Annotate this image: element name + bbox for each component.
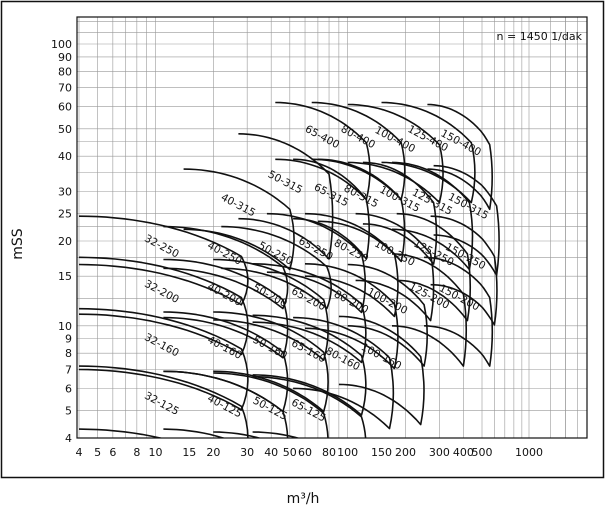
- x-tick-label: 300: [429, 446, 450, 459]
- pump-curve-150-400: [427, 103, 493, 211]
- y-tick-label: 70: [58, 82, 72, 95]
- pump-curve-150-200: [424, 256, 494, 367]
- y-tick-label: 25: [58, 208, 72, 221]
- pump-curve-80-250: [304, 212, 399, 318]
- x-tick-label: 150: [371, 446, 392, 459]
- pump-curve-65-160: [252, 314, 367, 416]
- y-tick-label: 5: [65, 405, 72, 418]
- pump-curve-50-125: [213, 372, 329, 438]
- y-tick-label: 90: [58, 51, 72, 64]
- y-tick-label: 15: [58, 270, 72, 283]
- pump-curve-100-400: [347, 103, 444, 204]
- x-tick-label: 30: [240, 446, 254, 459]
- pump-curve-150-250: [430, 215, 498, 326]
- x-tick-label: 200: [395, 446, 416, 459]
- pump-curve-125-315: [391, 161, 474, 271]
- x-axis-title: m³/h: [287, 491, 320, 507]
- pump-curve-65-125: [252, 375, 367, 438]
- pump-curve-65-400: [275, 101, 371, 201]
- x-tick-label: 60: [298, 446, 312, 459]
- pump-curve-32-125: [78, 365, 249, 438]
- x-tick-label: 5: [94, 446, 101, 459]
- x-tick-label: 15: [182, 446, 196, 459]
- pump-curve-100-250: [355, 212, 435, 322]
- x-tick-label: 1000: [515, 446, 543, 459]
- y-tick-label: 8: [65, 347, 72, 360]
- pump-curve-32-250: [78, 215, 249, 306]
- y-tick-label: 30: [58, 185, 72, 198]
- plot-border: [76, 16, 588, 439]
- x-tick-label: 500: [472, 446, 493, 459]
- pump-curve-65-200: [252, 263, 367, 364]
- y-tick-label: 10: [58, 320, 72, 333]
- x-tick-label: 8: [133, 446, 140, 459]
- y-tick-label: 4: [65, 432, 72, 445]
- x-tick-label: 10: [148, 446, 162, 459]
- y-tick-label: 60: [58, 101, 72, 114]
- pump-curve-100-200: [347, 263, 428, 367]
- x-tick-label: 40: [264, 446, 278, 459]
- x-tick-label: 400: [453, 446, 474, 459]
- curves-layer: [78, 101, 500, 438]
- x-tick-label: 6: [109, 446, 116, 459]
- pump-curve-100-315: [362, 161, 438, 265]
- pump-curve-100-160: [338, 315, 425, 426]
- x-tick-label: 80: [322, 446, 336, 459]
- pump-curve-32-200: [78, 256, 249, 356]
- x-tick-label: 20: [206, 446, 220, 459]
- speed-annotation: n = 1450 1/dak: [497, 30, 583, 43]
- pump-curve-32-160: [78, 307, 249, 411]
- x-tick-label: 100: [337, 446, 358, 459]
- pump-curve-65-315: [293, 158, 370, 260]
- y-axis-title: mSS: [10, 228, 26, 260]
- pump-curve-125-400: [381, 101, 476, 204]
- pump-curve-80-160: [293, 316, 395, 430]
- y-tick-label: 100: [51, 38, 72, 51]
- y-tick-label: 20: [58, 235, 72, 248]
- y-tick-label: 7: [65, 364, 72, 377]
- y-tick-label: 40: [58, 150, 72, 163]
- pump-curve-125-250: [396, 212, 472, 322]
- x-tick-label: 50: [283, 446, 297, 459]
- y-tick-label: 80: [58, 65, 72, 78]
- pump-curve-125-200: [391, 253, 468, 367]
- pump-curve-150-315: [433, 164, 500, 276]
- y-tick-label: 50: [58, 123, 72, 136]
- x-tick-label: 4: [76, 446, 83, 459]
- pump-curve-80-400: [311, 101, 406, 201]
- pump-curve-40-315: [183, 168, 295, 271]
- y-tick-label: 9: [65, 333, 72, 346]
- pump-curve-40-160: [163, 311, 289, 413]
- pump-curve-50-250: [221, 225, 332, 310]
- y-tick-label: 6: [65, 382, 72, 395]
